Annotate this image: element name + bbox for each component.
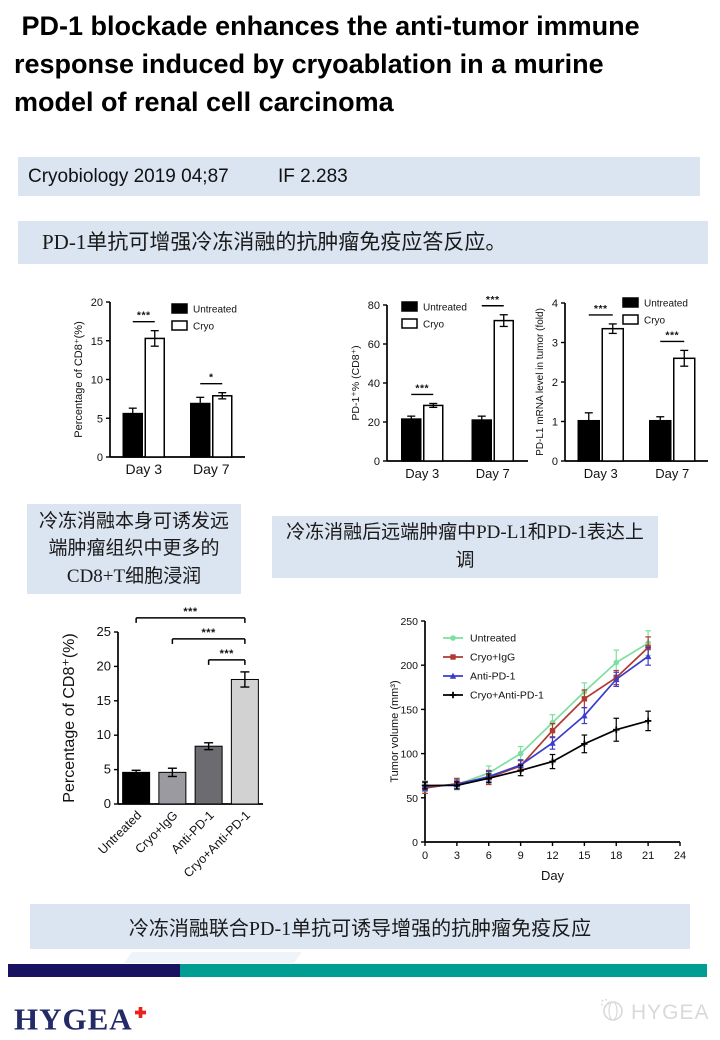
svg-text:20: 20 — [97, 658, 111, 673]
svg-text:***: *** — [486, 294, 500, 306]
svg-text:Anti-PD-1: Anti-PD-1 — [470, 671, 516, 683]
svg-text:Cryo: Cryo — [423, 320, 445, 331]
svg-text:3: 3 — [454, 850, 460, 862]
svg-text:15: 15 — [578, 850, 590, 862]
svg-text:0: 0 — [412, 837, 418, 849]
svg-text:15: 15 — [97, 693, 111, 708]
svg-text:Day 3: Day 3 — [125, 461, 162, 477]
svg-text:***: *** — [220, 648, 235, 660]
svg-text:***: *** — [137, 310, 151, 322]
svg-text:80: 80 — [368, 300, 380, 312]
pd1-percentage-bar-chart: 0 20 40 60 80 PD-1⁺% (CD8⁺) Day 3 Day 7 *** *** Un… — [350, 294, 528, 481]
svg-text:1: 1 — [552, 417, 558, 429]
footer-navy-bar — [8, 964, 180, 977]
tumor-volume-line-chart: 0 50 100 150 200 250 Tumor volume (mm³) 0 3 6 9 12 1… — [389, 616, 686, 883]
svg-text:12: 12 — [546, 850, 558, 862]
svg-text:Cryo: Cryo — [193, 322, 215, 333]
svg-text:10: 10 — [97, 727, 111, 742]
svg-text:0: 0 — [104, 796, 111, 811]
svg-text:6: 6 — [486, 850, 492, 862]
journal-banner: Cryobiology 2019 04;87 IF 2.283 — [18, 157, 700, 196]
svg-text:24: 24 — [674, 850, 686, 862]
caption-cd8-infiltration: 冷冻消融本身可诱发远端肿瘤组织中更多的CD8+T细胞浸润 — [27, 504, 241, 594]
svg-text:0: 0 — [97, 452, 103, 464]
journal-reference: Cryobiology 2019 04;87 — [28, 166, 229, 187]
svg-text:40: 40 — [368, 378, 380, 390]
globe-icon — [598, 996, 626, 1029]
svg-text:50: 50 — [406, 793, 418, 805]
svg-text:***: *** — [183, 607, 198, 618]
logo-cross-icon — [134, 990, 146, 1026]
watermark: HYGEA — [598, 996, 710, 1029]
page-title: PD-1 blockade enhances the anti-tumor im… — [14, 11, 648, 117]
svg-text:Percentage of CD8⁺(%): Percentage of CD8⁺(%) — [73, 321, 85, 437]
caption-conclusion: 冷冻消融联合PD-1单抗可诱导增强的抗肿瘤免疫反应 — [30, 904, 690, 949]
svg-text:20: 20 — [91, 297, 103, 309]
svg-text:150: 150 — [400, 704, 418, 716]
svg-text:Day 7: Day 7 — [476, 466, 510, 481]
svg-text:4: 4 — [552, 298, 558, 310]
svg-text:PD-L1 mRNA level in tumor (fol: PD-L1 mRNA level in tumor (fold) — [535, 308, 546, 456]
svg-text:***: *** — [415, 382, 429, 394]
svg-text:0: 0 — [422, 850, 428, 862]
caption-pdl1-upregulation: 冷冻消融后远端肿瘤中PD-L1和PD-1表达上调 — [272, 516, 658, 578]
svg-text:18: 18 — [610, 850, 622, 862]
cd8-percentage-bar-chart: 0 5 10 15 20 Percentage of CD8⁺(%) Day 3 Day 7 *… — [73, 297, 245, 477]
svg-text:15: 15 — [91, 336, 103, 348]
hygea-logo: HYGEA — [14, 990, 146, 1037]
svg-text:60: 60 — [368, 339, 380, 351]
watermark-text: HYGEA — [631, 1000, 710, 1024]
svg-text:250: 250 — [400, 616, 418, 628]
svg-text:2: 2 — [552, 377, 558, 389]
svg-text:200: 200 — [400, 660, 418, 672]
svg-text:Untreated: Untreated — [193, 305, 237, 316]
svg-text:***: *** — [665, 329, 679, 341]
svg-text:21: 21 — [642, 850, 654, 862]
footer-decor-streak — [124, 952, 302, 963]
footer-teal-bar — [180, 964, 707, 977]
impact-factor: IF 2.283 — [278, 166, 348, 187]
summary-text: PD-1单抗可增强冷冻消融的抗肿瘤免疫应答反应。 — [42, 230, 507, 254]
svg-text:Untreated: Untreated — [470, 633, 516, 645]
svg-text:Day 7: Day 7 — [655, 466, 689, 481]
svg-text:Cryo+IgG: Cryo+IgG — [470, 652, 515, 664]
svg-text:Cryo+Anti-PD-1: Cryo+Anti-PD-1 — [470, 690, 544, 702]
svg-text:Day 3: Day 3 — [405, 466, 439, 481]
svg-text:0: 0 — [374, 456, 380, 468]
svg-text:Day 7: Day 7 — [193, 461, 230, 477]
svg-text:***: *** — [201, 627, 216, 639]
svg-text:5: 5 — [97, 413, 103, 425]
svg-text:PD-1⁺% (CD8⁺): PD-1⁺% (CD8⁺) — [350, 345, 362, 420]
svg-text:Day: Day — [541, 868, 565, 883]
svg-text:Cryo+Anti-PD-1: Cryo+Anti-PD-1 — [181, 808, 253, 880]
svg-text:0: 0 — [552, 456, 558, 468]
svg-text:Day 3: Day 3 — [584, 466, 618, 481]
svg-text:9: 9 — [518, 850, 524, 862]
svg-text:***: *** — [594, 303, 608, 315]
svg-text:25: 25 — [97, 624, 111, 639]
svg-text:Tumor volume (mm³): Tumor volume (mm³) — [389, 680, 401, 782]
svg-text:100: 100 — [400, 749, 418, 761]
svg-text:5: 5 — [104, 762, 111, 777]
pdl1-mrna-bar-chart: 0 1 2 3 4 PD-L1 mRNA level in tumor (fold) Day… — [535, 297, 708, 481]
svg-text:Cryo: Cryo — [644, 316, 666, 327]
hygea-logo-text: HYGEA — [14, 1001, 133, 1037]
svg-text:Untreated: Untreated — [423, 303, 467, 314]
summary-banner: PD-1单抗可增强冷冻消融的抗肿瘤免疫应答反应。 — [18, 221, 708, 264]
svg-text:*: * — [209, 372, 214, 384]
svg-text:3: 3 — [552, 338, 558, 350]
svg-text:Percentage of CD8⁺(%): Percentage of CD8⁺(%) — [61, 633, 78, 802]
svg-text:10: 10 — [91, 375, 103, 387]
svg-text:20: 20 — [368, 417, 380, 429]
svg-text:Untreated: Untreated — [644, 299, 688, 310]
